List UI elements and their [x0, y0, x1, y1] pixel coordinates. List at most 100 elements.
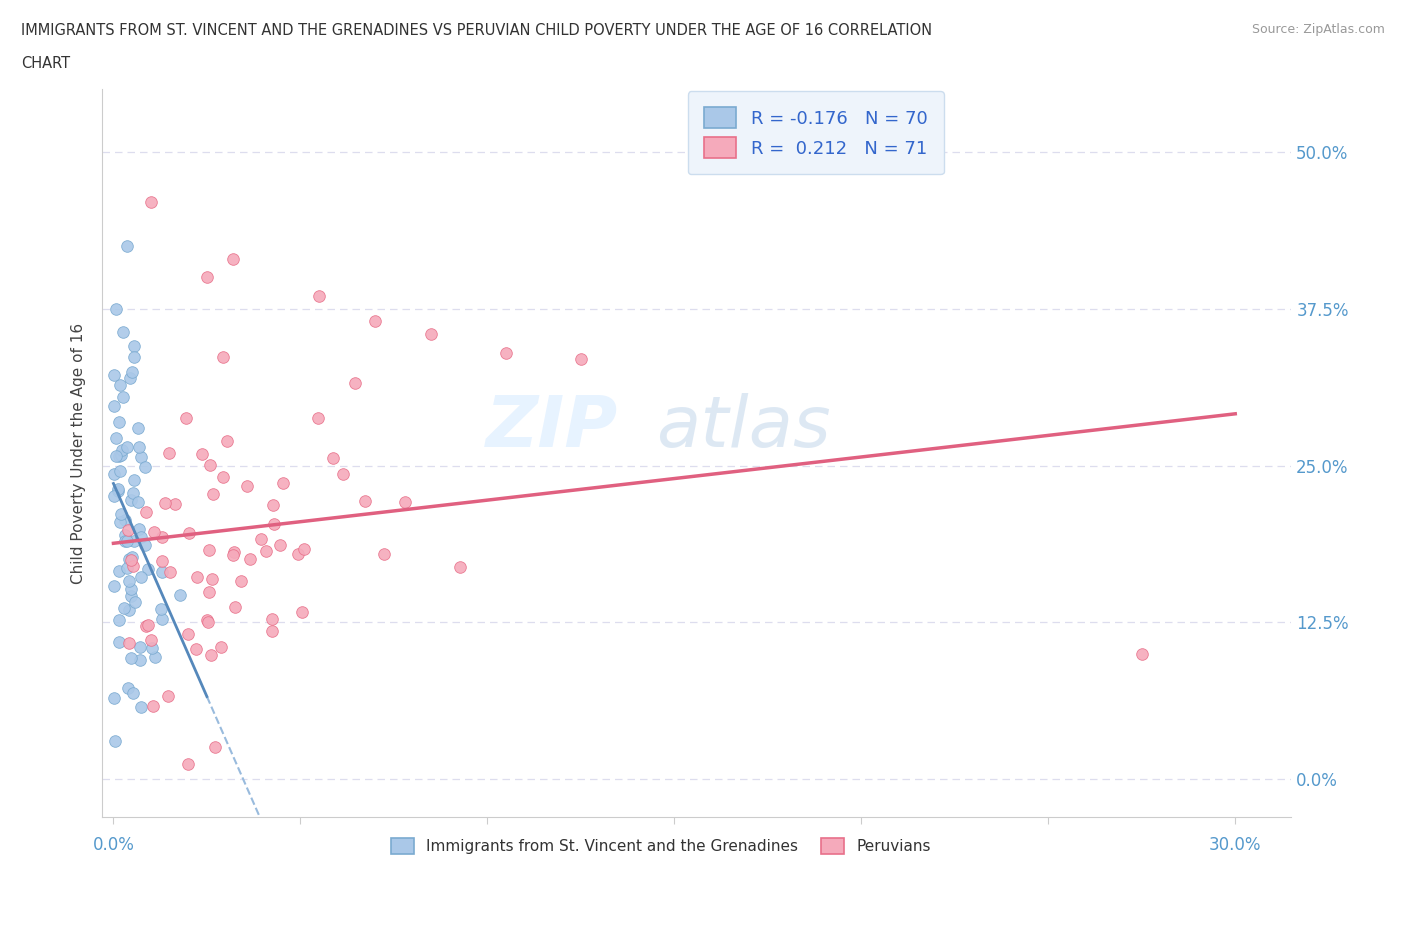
Point: [129, 569, 152, 584]
Point: [111, 443, 134, 458]
Point: [143, 649, 166, 664]
Point: [118, 552, 141, 567]
Point: [122, 534, 145, 549]
Point: [394, 495, 416, 510]
Point: [224, 600, 246, 615]
Point: [129, 449, 152, 464]
Point: [186, 570, 208, 585]
Point: [157, 445, 180, 460]
Point: [269, 538, 291, 552]
Point: [135, 618, 157, 633]
Point: [111, 389, 134, 404]
Point: [221, 548, 243, 563]
Point: [114, 512, 136, 527]
Point: [343, 376, 366, 391]
Point: [127, 420, 149, 435]
Point: [107, 484, 129, 498]
Point: [118, 635, 141, 650]
Y-axis label: Child Poverty Under the Age of 16: Child Poverty Under the Age of 16: [72, 323, 86, 584]
Point: [136, 562, 159, 577]
Text: ZIP: ZIP: [486, 393, 619, 462]
Point: [115, 534, 138, 549]
Point: [212, 470, 235, 485]
Point: [103, 488, 125, 503]
Point: [122, 685, 145, 700]
Point: [118, 603, 141, 618]
Point: [108, 612, 131, 627]
Point: [115, 239, 138, 254]
Point: [291, 604, 314, 619]
Point: [217, 433, 239, 448]
Point: [263, 516, 285, 531]
Point: [292, 541, 315, 556]
Point: [250, 532, 273, 547]
Point: [209, 640, 232, 655]
Point: [254, 544, 277, 559]
Point: [135, 505, 157, 520]
Point: [150, 529, 173, 544]
Point: [112, 326, 135, 340]
Point: [176, 627, 198, 642]
Point: [191, 447, 214, 462]
Point: [163, 497, 186, 512]
Point: [176, 410, 198, 425]
Point: [120, 370, 142, 385]
Point: [117, 681, 139, 696]
Point: [141, 641, 163, 656]
Point: [110, 507, 132, 522]
Point: [110, 464, 132, 479]
Point: [201, 486, 224, 501]
Point: [122, 485, 145, 500]
Point: [128, 440, 150, 455]
Point: [201, 571, 224, 586]
Point: [177, 757, 200, 772]
Point: [121, 365, 143, 379]
Point: [222, 544, 245, 559]
Point: [134, 460, 156, 475]
Point: [128, 522, 150, 537]
Point: [129, 530, 152, 545]
Point: [420, 326, 443, 341]
Point: [373, 547, 395, 562]
Point: [308, 289, 330, 304]
Point: [110, 447, 132, 462]
Point: [1130, 646, 1153, 661]
Point: [120, 651, 142, 666]
Point: [222, 251, 245, 266]
Point: [149, 602, 172, 617]
Point: [120, 581, 142, 596]
Point: [108, 564, 131, 578]
Point: [142, 525, 165, 539]
Point: [141, 633, 163, 648]
Point: [495, 345, 517, 360]
Text: IMMIGRANTS FROM ST. VINCENT AND THE GRENADINES VS PERUVIAN CHILD POVERTY UNDER T: IMMIGRANTS FROM ST. VINCENT AND THE GREN…: [21, 23, 932, 38]
Point: [169, 588, 191, 603]
Point: [120, 493, 142, 508]
Point: [204, 739, 226, 754]
Point: [150, 611, 173, 626]
Point: [129, 640, 152, 655]
Point: [262, 498, 284, 512]
Point: [108, 449, 131, 464]
Point: [155, 496, 177, 511]
Point: [120, 552, 142, 567]
Point: [569, 352, 592, 366]
Point: [195, 270, 218, 285]
Point: [236, 479, 259, 494]
Point: [129, 699, 152, 714]
Point: [139, 194, 162, 209]
Point: [107, 635, 129, 650]
Point: [449, 560, 471, 575]
Point: [197, 542, 219, 557]
Point: [197, 585, 219, 600]
Point: [124, 350, 146, 365]
Point: [198, 458, 221, 472]
Point: [108, 414, 131, 429]
Point: [122, 339, 145, 354]
Point: [117, 523, 139, 538]
Point: [156, 689, 179, 704]
Text: CHART: CHART: [21, 56, 70, 71]
Point: [124, 594, 146, 609]
Point: [103, 467, 125, 482]
Point: [212, 350, 235, 365]
